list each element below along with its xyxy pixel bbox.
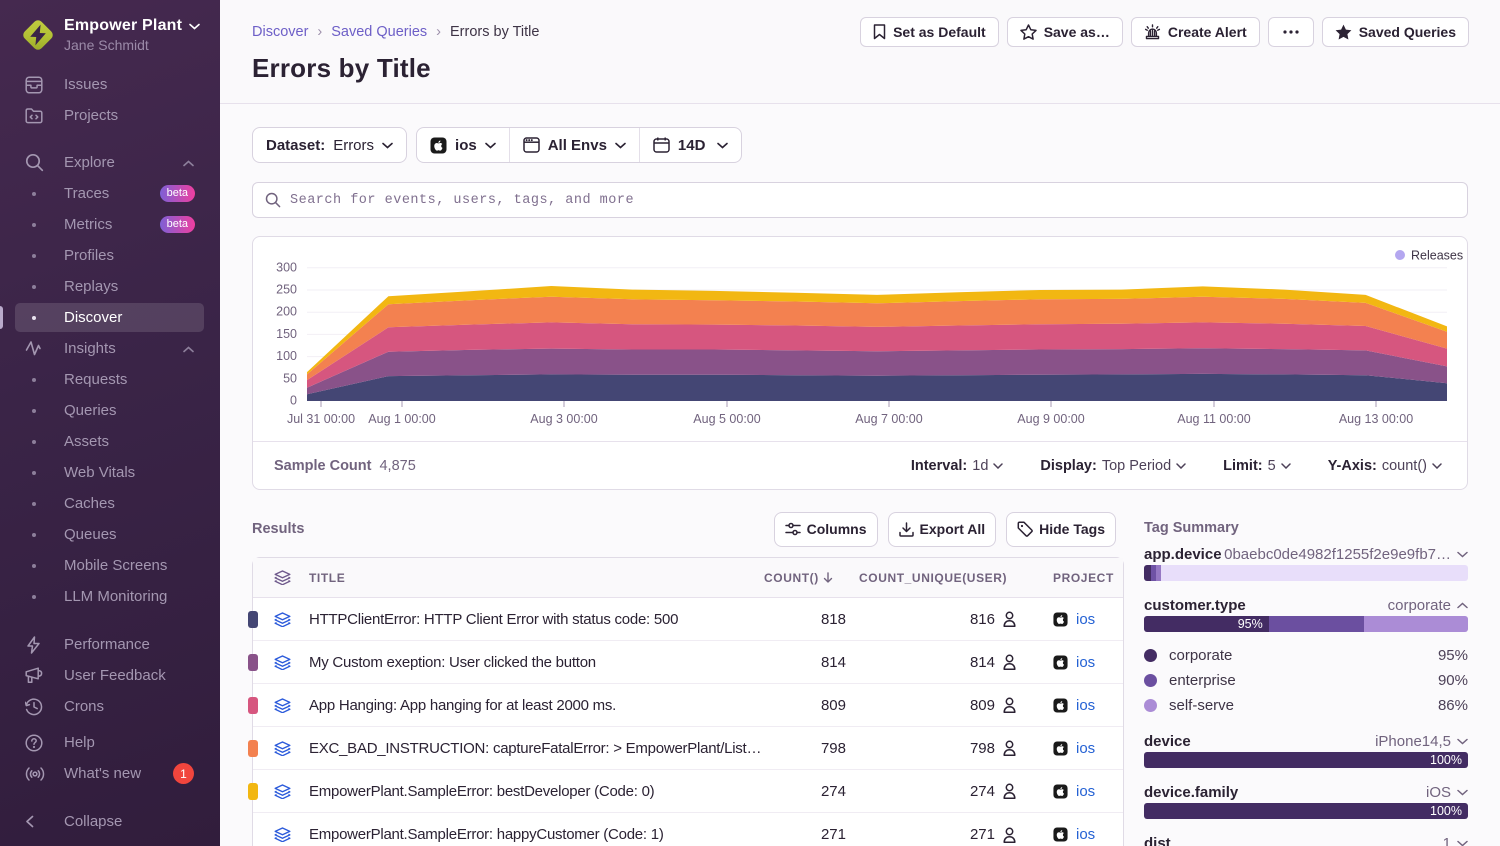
svg-text:0: 0 [290, 394, 297, 408]
svg-text:100: 100 [276, 349, 297, 363]
svg-text:250: 250 [276, 283, 297, 297]
svg-text:200: 200 [276, 305, 297, 319]
svg-text:Aug 9 00:00: Aug 9 00:00 [1017, 412, 1084, 426]
svg-text:Aug 13 00:00: Aug 13 00:00 [1339, 412, 1413, 426]
svg-text:Releases: Releases [1411, 249, 1463, 263]
svg-text:Aug 7 00:00: Aug 7 00:00 [855, 412, 922, 426]
svg-text:Aug 1 00:00: Aug 1 00:00 [368, 412, 435, 426]
svg-text:Aug 3 00:00: Aug 3 00:00 [530, 412, 597, 426]
svg-text:300: 300 [276, 260, 297, 274]
svg-text:Jul 31 00:00: Jul 31 00:00 [287, 412, 355, 426]
svg-text:150: 150 [276, 327, 297, 341]
svg-text:Aug 11 00:00: Aug 11 00:00 [1177, 412, 1250, 426]
svg-text:Aug 5 00:00: Aug 5 00:00 [693, 412, 760, 426]
svg-text:50: 50 [283, 371, 297, 385]
